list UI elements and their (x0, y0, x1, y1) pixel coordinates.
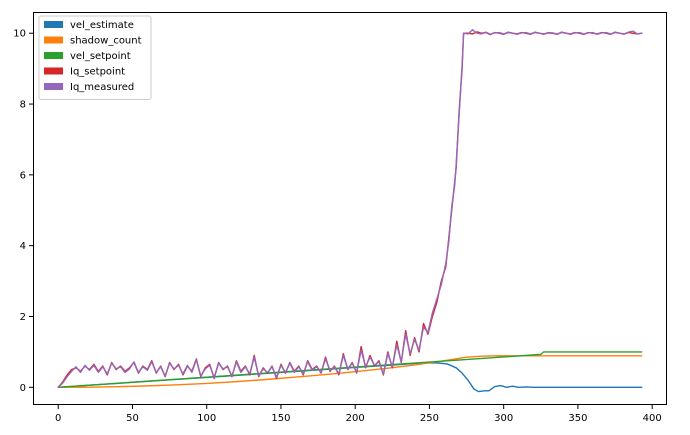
x-tick-label: 50 (126, 413, 139, 424)
legend-swatch (44, 83, 63, 90)
x-tick-label: 300 (494, 413, 513, 424)
y-tick-label: 4 (20, 241, 26, 252)
y-tick-label: 10 (13, 29, 26, 40)
legend-swatch (44, 36, 63, 44)
y-tick-label: 0 (20, 383, 26, 394)
x-tick-label: 100 (197, 413, 216, 424)
series-line-shadow-count (57, 355, 643, 388)
y-tick-label: 8 (20, 100, 26, 111)
series-line-iq-measured (57, 29, 643, 388)
y-tick-label: 2 (20, 312, 26, 323)
x-tick-label: 150 (271, 413, 290, 424)
x-axis: 0 50 100 150 200 250 300 350 400 (55, 405, 662, 424)
legend-label: Iq_measured (70, 82, 134, 93)
legend-swatch (44, 67, 63, 75)
legend-swatch (44, 21, 63, 28)
x-tick-label: 250 (420, 413, 439, 424)
y-tick-label: 6 (20, 170, 26, 181)
x-tick-label: 400 (643, 413, 662, 424)
x-tick-label: 200 (346, 413, 365, 424)
axes-frame (33, 12, 667, 405)
x-tick-label: 350 (568, 413, 587, 424)
legend-label: vel_estimate (70, 20, 134, 31)
legend-swatch (44, 52, 63, 59)
legend-label: shadow_count (70, 36, 142, 47)
legend-label: vel_setpoint (70, 51, 131, 62)
legend-label: Iq_setpoint (70, 67, 125, 78)
series-layer (57, 29, 643, 393)
x-tick-label: 0 (55, 413, 61, 424)
legend-box (38, 15, 152, 100)
legend: vel_estimate shadow_count vel_setpoint Iq_s… (38, 15, 152, 100)
y-axis: 0 2 4 6 8 10 (13, 29, 33, 394)
